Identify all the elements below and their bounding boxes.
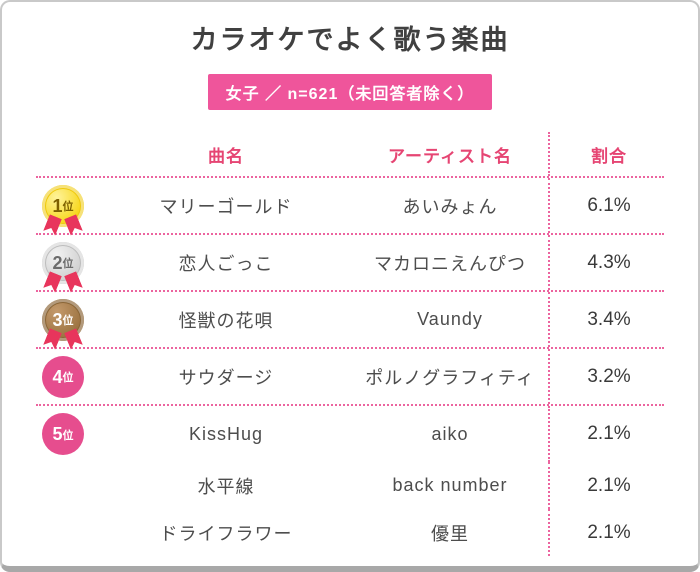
page-title: カラオケでよく歌う楽曲	[190, 25, 510, 55]
song-name: サウダージ	[178, 367, 274, 388]
artist-name: aiko	[431, 423, 469, 444]
column-header-artist: アーティスト名	[388, 146, 512, 166]
table-row-7: ドライフラワー 優里 2.1%	[36, 509, 664, 556]
rank-number: 2	[52, 252, 63, 273]
table-row-6: 水平線 back number 2.1%	[36, 462, 664, 509]
rank-number: 5	[52, 424, 63, 444]
rank-suffix: 位	[62, 315, 74, 327]
artist-name: ポルノグラフィティ	[365, 367, 535, 388]
song-name: 怪獣の花唄	[178, 310, 274, 331]
rank-suffix: 位	[62, 429, 74, 442]
song-name: ドライフラワー	[159, 523, 293, 544]
rank-number: 1	[52, 195, 63, 216]
artist-name: あいみょん	[402, 196, 498, 217]
rate-value: 6.1%	[548, 178, 668, 233]
artist-name: 優里	[431, 523, 469, 544]
artist-name: マカロニえんぴつ	[374, 253, 526, 274]
column-header-song: 曲名	[208, 146, 244, 166]
segment-badge: 女子 ／ n=621（未回答者除く）	[207, 74, 493, 110]
header-rank-spacer	[36, 132, 100, 176]
rate-value: 3.2%	[548, 349, 668, 404]
rate-value: 2.1%	[548, 406, 668, 462]
rank-suffix: 位	[62, 258, 74, 270]
rank-suffix: 位	[62, 201, 74, 213]
rank-badge-cell	[36, 462, 100, 509]
rank-badge-cell	[36, 509, 100, 556]
artist-name: back number	[392, 475, 508, 495]
rank-suffix: 位	[62, 372, 74, 384]
artist-name: Vaundy	[417, 309, 483, 329]
segment-badge-wrap: 女子 ／ n=621（未回答者除く）	[2, 74, 698, 110]
column-header-rate: 割合	[548, 132, 668, 176]
song-name: KissHug	[188, 423, 264, 444]
rate-value: 2.1%	[548, 462, 668, 509]
rank-number: 3	[52, 309, 63, 330]
song-name: 恋人ごっこ	[178, 253, 274, 274]
table-header-row: 曲名 アーティスト名 割合	[36, 132, 664, 178]
song-name: マリーゴールド	[159, 196, 293, 217]
rate-value: 3.4%	[548, 292, 668, 347]
rate-value: 2.1%	[548, 509, 668, 556]
song-name: 水平線	[197, 476, 255, 497]
rate-value: 4.3%	[548, 235, 668, 290]
rank-number: 4	[52, 366, 63, 387]
